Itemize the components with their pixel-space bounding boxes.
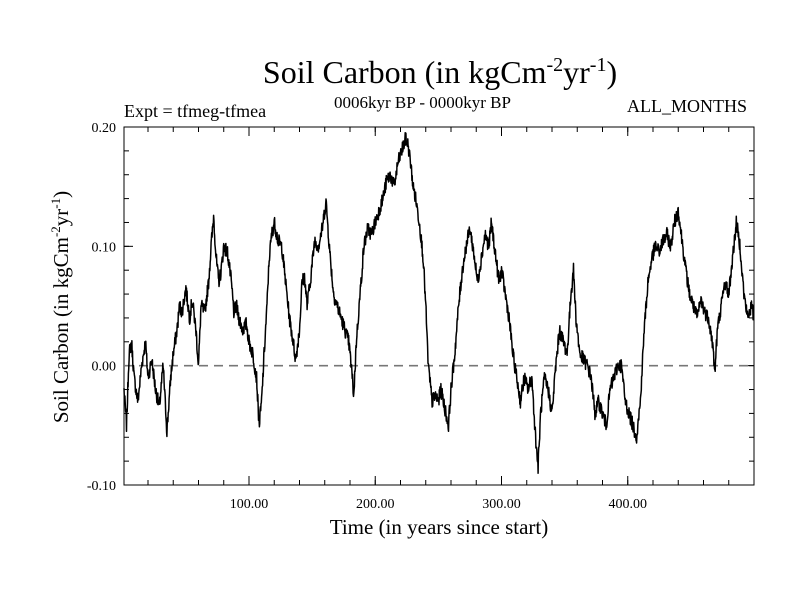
x-tick-label: 200.00 <box>356 497 395 512</box>
y-tick-label: -0.10 <box>87 479 116 494</box>
y-tick-label: 0.00 <box>92 360 117 375</box>
x-tick-label: 300.00 <box>482 497 521 512</box>
plot-frame <box>123 126 755 486</box>
period-label: 0006kyr BP - 0000kyr BP <box>334 93 511 112</box>
months-label: ALL_MONTHS <box>627 96 747 116</box>
x-tick-label: 100.00 <box>230 497 269 512</box>
y-tick-label: 0.10 <box>92 240 117 255</box>
chart-title: Soil Carbon (in kgCm-2yr-1) <box>262 54 618 90</box>
experiment-label: Expt = tfmeg-tfmea <box>124 101 267 121</box>
soil-carbon-series-line <box>123 132 755 475</box>
x-axis-label: Time (in years since start) <box>329 515 549 539</box>
x-tick-label: 400.00 <box>608 497 647 512</box>
y-tick-label: 0.20 <box>92 121 117 136</box>
